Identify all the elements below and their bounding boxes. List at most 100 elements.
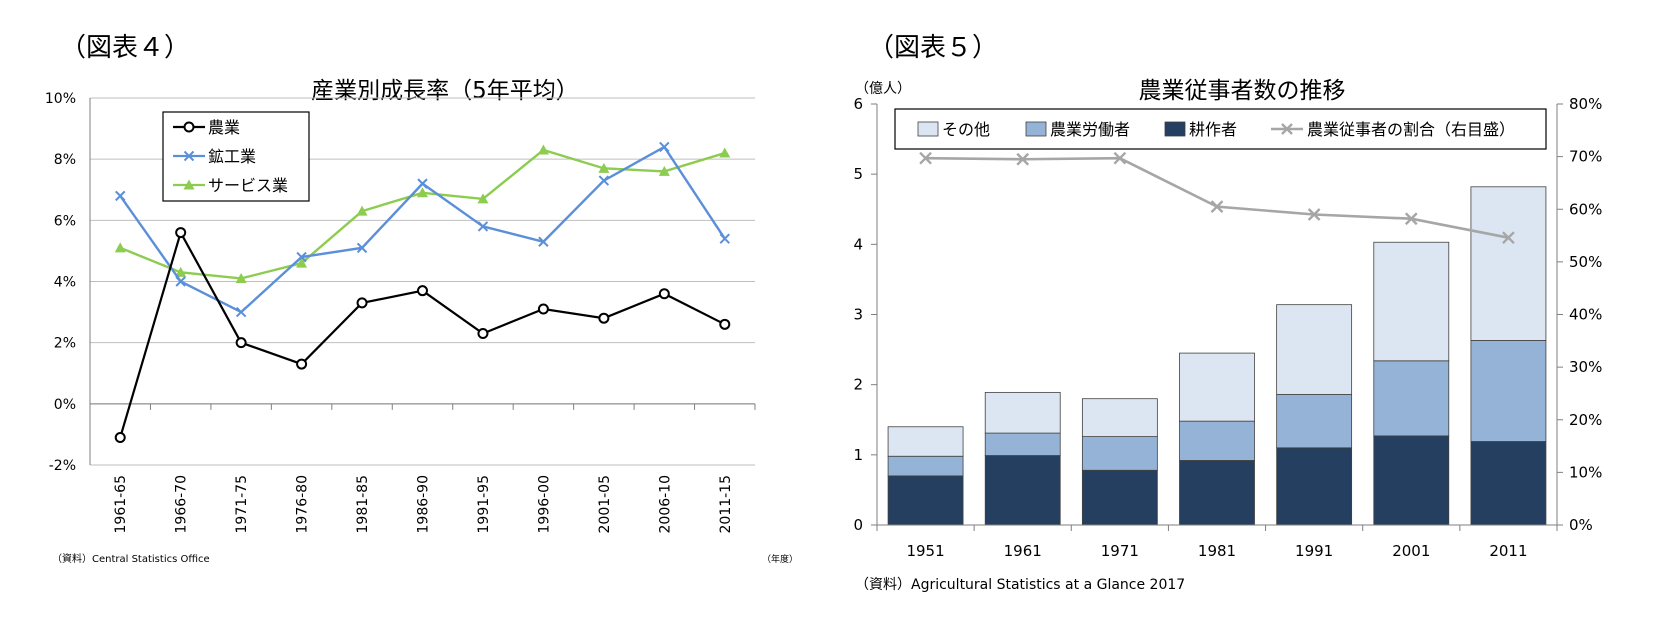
data-point — [477, 327, 489, 339]
x-tick-label: 1986-90 — [416, 475, 432, 534]
legend-label: 農業従事者の割合（右目盛） — [1307, 120, 1515, 139]
figure-5-source: （資料）Agricultural Statistics at a Glance … — [855, 577, 1185, 593]
data-point — [659, 141, 670, 153]
data-point — [235, 337, 247, 349]
bar-segment-labourers — [1179, 420, 1255, 461]
data-point — [114, 242, 126, 253]
figure-5-left-axis: 0 1 2 3 4 5 6 — [853, 95, 878, 534]
y-tick-label: 6% — [54, 213, 76, 229]
data-point — [658, 288, 670, 300]
data-point — [538, 236, 549, 247]
x-tick-label: 1991-95 — [476, 475, 492, 534]
bar-segment-labourers — [1373, 360, 1450, 437]
bar-segment-others — [1470, 186, 1547, 341]
legend-label: 鉱工業 — [208, 147, 256, 166]
legend-marker — [183, 121, 195, 133]
bar-segment-cultivators — [1081, 469, 1158, 526]
right-tick-label: 60% — [1569, 200, 1602, 218]
data-point — [175, 276, 186, 287]
right-tick-label: 10% — [1569, 463, 1602, 481]
data-point — [537, 144, 549, 155]
figure-4: （図表４） 産業別成長率（5年平均） -2% 0% 2% 4% 6% 8% 10% 1961… — [45, 33, 798, 565]
legend-label: 耕作者 — [1189, 120, 1237, 139]
x-tick-label: 2006-10 — [657, 475, 673, 534]
left-tick-label: 2 — [853, 376, 863, 394]
data-point — [235, 272, 247, 283]
data-point — [356, 297, 368, 309]
x-tick-label: 2011 — [1489, 542, 1527, 560]
figure-4-y-axis: -2% 0% 2% 4% 6% 8% 10% — [45, 91, 91, 474]
bar-segment-cultivators — [1179, 460, 1255, 526]
legend-marker — [183, 179, 195, 190]
data-point — [296, 251, 307, 263]
bar-segment-cultivators — [1470, 441, 1547, 526]
x-tick-label: 1966-70 — [174, 475, 190, 534]
data-point — [598, 312, 610, 324]
x-tick-label: 1971-75 — [234, 475, 250, 534]
y-tick-label: 0% — [54, 397, 76, 413]
legend-swatch — [917, 121, 939, 137]
x-tick-label: 2001-05 — [597, 475, 613, 534]
bar-segment-others — [1276, 304, 1353, 395]
y-tick-label: 10% — [45, 91, 76, 107]
figure-5-x-axis: 1951 1961 1971 1981 1991 2001 2011 — [876, 524, 1558, 560]
right-tick-label: 40% — [1569, 306, 1602, 324]
right-tick-label: 80% — [1569, 95, 1602, 113]
figure-5-label: （図表５） — [868, 33, 998, 63]
legend-box — [894, 108, 1547, 150]
left-tick-label: 0 — [853, 516, 863, 534]
legend-swatch — [1164, 121, 1186, 137]
y-tick-label: 2% — [54, 336, 76, 352]
figure-5-right-axis: 0% 10% 20% 30% 40% 50% 60% 70% 80% — [1556, 95, 1602, 534]
left-tick-label: 1 — [853, 446, 863, 464]
legend-label: その他 — [942, 120, 990, 139]
right-tick-label: 70% — [1569, 148, 1602, 166]
right-tick-label: 50% — [1569, 253, 1602, 271]
legend-label: 農業労働者 — [1050, 120, 1130, 139]
x-tick-label: 1976-80 — [295, 475, 311, 534]
figure-5-title: 農業従事者数の推移 — [1139, 78, 1346, 104]
bar-segment-labourers — [887, 455, 964, 477]
share-point — [1016, 152, 1030, 166]
data-point — [477, 193, 489, 204]
bar-segment-others — [1081, 398, 1158, 437]
x-tick-label: 1961-65 — [113, 475, 129, 534]
share-point — [1210, 200, 1224, 213]
x-tick-label: 1981 — [1198, 542, 1236, 560]
bar-segment-others — [887, 426, 964, 457]
data-point — [598, 175, 610, 186]
data-point — [356, 242, 368, 254]
share-point — [919, 151, 932, 165]
share-point — [1307, 208, 1321, 221]
figure-5: （図表５） 農業従事者数の推移 （億人） 0 1 2 3 4 5 6 0% 10% 20% 30%… — [853, 33, 1602, 593]
data-point — [477, 221, 489, 232]
data-point — [719, 147, 731, 158]
bar-segment-labourers — [1276, 394, 1353, 449]
y-tick-label: 4% — [54, 275, 76, 291]
x-tick-label: 2001 — [1392, 542, 1430, 560]
legend-swatch — [1025, 121, 1047, 137]
figure-4-title: 産業別成長率（5年平均） — [311, 78, 579, 104]
legend-label: 農業 — [208, 118, 240, 137]
figure-4-x-axis: 1961-65 1966-70 1971-75 1976-80 1981-85 1986-… — [89, 403, 756, 534]
data-point — [175, 266, 187, 277]
legend-marker — [1281, 123, 1293, 135]
figure-5-y-unit: （億人） — [855, 81, 911, 97]
figure-5-legend: その他 農業労働者 耕作者 農業従事者の割合（右目盛） — [894, 108, 1547, 150]
right-tick-label: 30% — [1569, 358, 1602, 376]
figure-4-series — [114, 141, 731, 443]
bar-segment-others — [1179, 352, 1255, 422]
data-point — [658, 165, 670, 176]
left-tick-label: 4 — [853, 235, 863, 253]
data-point — [114, 431, 126, 443]
legend-label: サービス業 — [208, 176, 288, 195]
share-point — [1502, 231, 1515, 245]
bar-segment-others — [984, 391, 1061, 434]
data-point — [417, 178, 428, 189]
left-tick-label: 6 — [853, 95, 863, 113]
left-tick-label: 5 — [853, 165, 863, 183]
figure-4-label: （図表４） — [60, 33, 190, 63]
x-tick-label: 1996-00 — [536, 475, 552, 534]
figure-5-share-line — [919, 151, 1515, 245]
figure-4-unit-note: （年度） — [762, 553, 798, 565]
